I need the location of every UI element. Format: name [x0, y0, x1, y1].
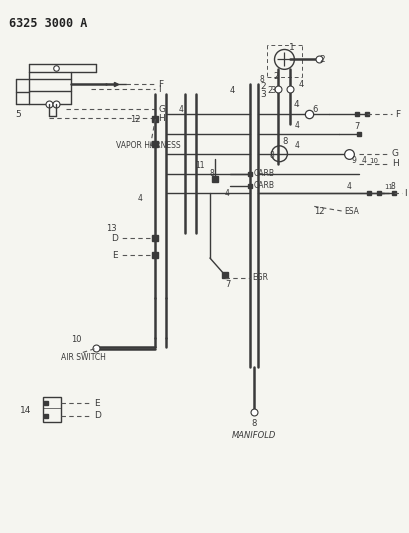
Text: G: G: [158, 104, 165, 114]
Text: CARB: CARB: [253, 181, 274, 190]
Text: 8: 8: [250, 419, 256, 429]
Text: 13: 13: [106, 224, 116, 233]
Text: 4: 4: [229, 86, 234, 95]
Text: EGR: EGR: [252, 273, 268, 282]
Text: 14: 14: [20, 406, 31, 415]
Text: 5: 5: [15, 110, 21, 118]
Text: 8: 8: [209, 169, 214, 178]
Text: E: E: [94, 399, 99, 408]
Text: 8: 8: [269, 151, 274, 160]
Text: 12: 12: [130, 115, 141, 124]
Text: MANIFOLD: MANIFOLD: [231, 431, 275, 440]
Text: 2: 2: [319, 55, 324, 64]
Text: 7: 7: [353, 123, 358, 132]
Text: 4: 4: [293, 100, 298, 109]
Text: 9: 9: [351, 156, 356, 165]
Text: 8: 8: [282, 138, 287, 147]
Text: E: E: [112, 251, 117, 260]
Text: 7: 7: [224, 280, 230, 289]
Text: 6: 6: [312, 104, 317, 114]
Text: 4: 4: [346, 182, 351, 191]
Text: 4: 4: [224, 189, 229, 198]
Text: AIR SWITCH: AIR SWITCH: [61, 353, 106, 362]
Text: G: G: [391, 149, 398, 158]
Text: 8: 8: [259, 75, 264, 84]
Text: I: I: [158, 85, 161, 94]
Text: I: I: [402, 189, 405, 198]
Text: 6325 3000 A: 6325 3000 A: [9, 17, 88, 30]
Text: 12: 12: [313, 207, 324, 216]
Text: 4: 4: [294, 141, 299, 150]
Text: 3: 3: [260, 90, 266, 99]
Text: D: D: [94, 411, 100, 421]
Text: 4: 4: [294, 122, 299, 131]
Text: 3: 3: [270, 86, 275, 95]
Text: 2: 2: [260, 82, 265, 91]
Text: 11: 11: [195, 161, 204, 170]
Text: F: F: [158, 80, 163, 88]
Text: 10: 10: [368, 158, 377, 164]
Text: H: H: [391, 159, 398, 168]
Text: 4: 4: [298, 80, 303, 88]
Text: 10: 10: [71, 335, 81, 344]
Text: D: D: [110, 233, 117, 243]
Text: H: H: [158, 114, 165, 123]
Text: CARB: CARB: [253, 169, 274, 178]
Text: 4: 4: [178, 104, 182, 114]
Text: 2: 2: [273, 72, 278, 81]
Text: 2: 2: [267, 86, 272, 95]
Text: 11: 11: [383, 183, 392, 190]
Text: 4: 4: [137, 194, 142, 203]
Text: 1: 1: [289, 43, 294, 52]
Text: 4: 4: [361, 156, 366, 165]
Text: 8: 8: [390, 182, 395, 191]
Text: ESA: ESA: [343, 207, 358, 216]
Text: F: F: [394, 110, 399, 118]
Text: VAPOR HARNESS: VAPOR HARNESS: [115, 141, 180, 150]
